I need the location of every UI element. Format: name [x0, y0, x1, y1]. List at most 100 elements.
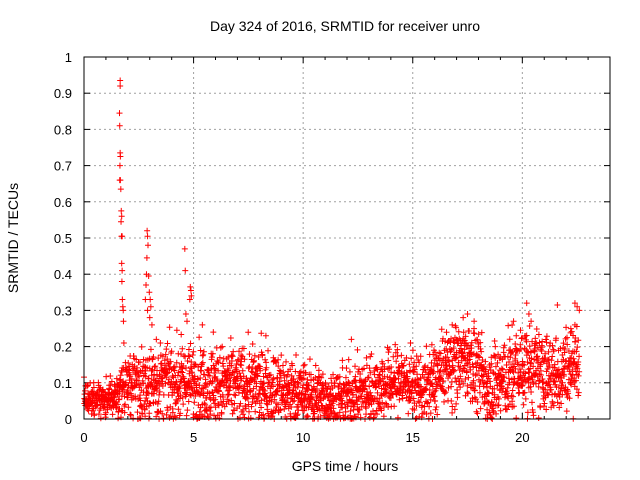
data-point [430, 393, 437, 400]
data-point [466, 328, 473, 335]
data-point [322, 381, 329, 388]
data-point [485, 375, 492, 382]
data-point [261, 380, 268, 387]
data-point [559, 379, 566, 386]
data-point [523, 338, 530, 345]
data-point [549, 400, 556, 407]
data-point [345, 356, 352, 363]
data-point [352, 363, 359, 370]
data-point [311, 408, 318, 415]
data-point [524, 359, 531, 366]
data-point [270, 383, 277, 390]
data-point [568, 381, 575, 388]
data-point [142, 413, 149, 420]
data-point [336, 409, 343, 416]
data-point [258, 397, 265, 404]
data-point [368, 351, 375, 358]
data-point [224, 392, 231, 399]
data-point [535, 414, 542, 421]
data-point [309, 396, 316, 403]
data-point [342, 408, 349, 415]
data-point [233, 360, 240, 367]
data-point [507, 354, 514, 361]
data-point [198, 385, 205, 392]
data-point [116, 162, 123, 169]
data-point [424, 377, 431, 384]
data-point [122, 401, 129, 408]
data-point [185, 346, 192, 353]
data-point [216, 415, 223, 422]
data-point [423, 343, 430, 350]
data-point [267, 371, 274, 378]
data-point [356, 406, 363, 413]
data-point [202, 401, 209, 408]
data-point [116, 110, 123, 117]
data-point [550, 402, 557, 409]
data-point [315, 367, 322, 374]
data-point [560, 340, 567, 347]
data-point [513, 332, 520, 339]
data-point [385, 403, 392, 410]
data-point [543, 339, 550, 346]
data-point [448, 383, 455, 390]
data-point [118, 218, 125, 225]
data-point [336, 380, 343, 387]
data-point [118, 213, 125, 220]
data-point [116, 396, 123, 403]
x-tick-labels: 0 5 10 15 20 [80, 430, 529, 445]
data-point [430, 363, 437, 370]
data-point [141, 370, 148, 377]
data-point [499, 366, 506, 373]
data-point [198, 360, 205, 367]
data-point [436, 349, 443, 356]
x-tick-label: 0 [80, 430, 87, 445]
data-point [163, 346, 170, 353]
data-point [468, 345, 475, 352]
data-point [153, 372, 160, 379]
x-tick-label: 20 [515, 430, 529, 445]
data-point [450, 368, 457, 375]
data-point [154, 409, 161, 416]
chart-title: Day 324 of 2016, SRMTID for receiver unr… [210, 18, 480, 34]
data-point [437, 350, 444, 357]
data-point [312, 362, 319, 369]
data-point [305, 404, 312, 411]
data-point [169, 409, 176, 416]
data-point [206, 372, 213, 379]
data-point [506, 336, 513, 343]
data-point [573, 386, 580, 393]
data-point [331, 380, 338, 387]
data-point [259, 352, 266, 359]
data-point [526, 369, 533, 376]
data-point [463, 368, 470, 375]
data-point [183, 365, 190, 372]
data-point [387, 395, 394, 402]
data-point [521, 362, 528, 369]
data-point [539, 338, 546, 345]
data-point [231, 391, 238, 398]
data-point [251, 395, 258, 402]
data-point [200, 351, 207, 358]
data-point [156, 388, 163, 395]
data-point [464, 311, 471, 318]
data-point [510, 318, 517, 325]
data-point [473, 364, 480, 371]
data-point [187, 340, 194, 347]
data-point [166, 414, 173, 421]
data-point [475, 331, 482, 338]
data-point [162, 351, 169, 358]
data-point [366, 383, 373, 390]
data-point [406, 361, 413, 368]
data-point [425, 371, 432, 378]
data-point [118, 260, 125, 267]
data-point [509, 387, 516, 394]
data-point [231, 400, 238, 407]
x-tick-label: 15 [406, 430, 420, 445]
data-point [526, 343, 533, 350]
data-point [185, 352, 192, 359]
data-point [164, 356, 171, 363]
data-point [393, 358, 400, 365]
data-point [566, 368, 573, 375]
data-point [301, 361, 308, 368]
data-point [444, 354, 451, 361]
